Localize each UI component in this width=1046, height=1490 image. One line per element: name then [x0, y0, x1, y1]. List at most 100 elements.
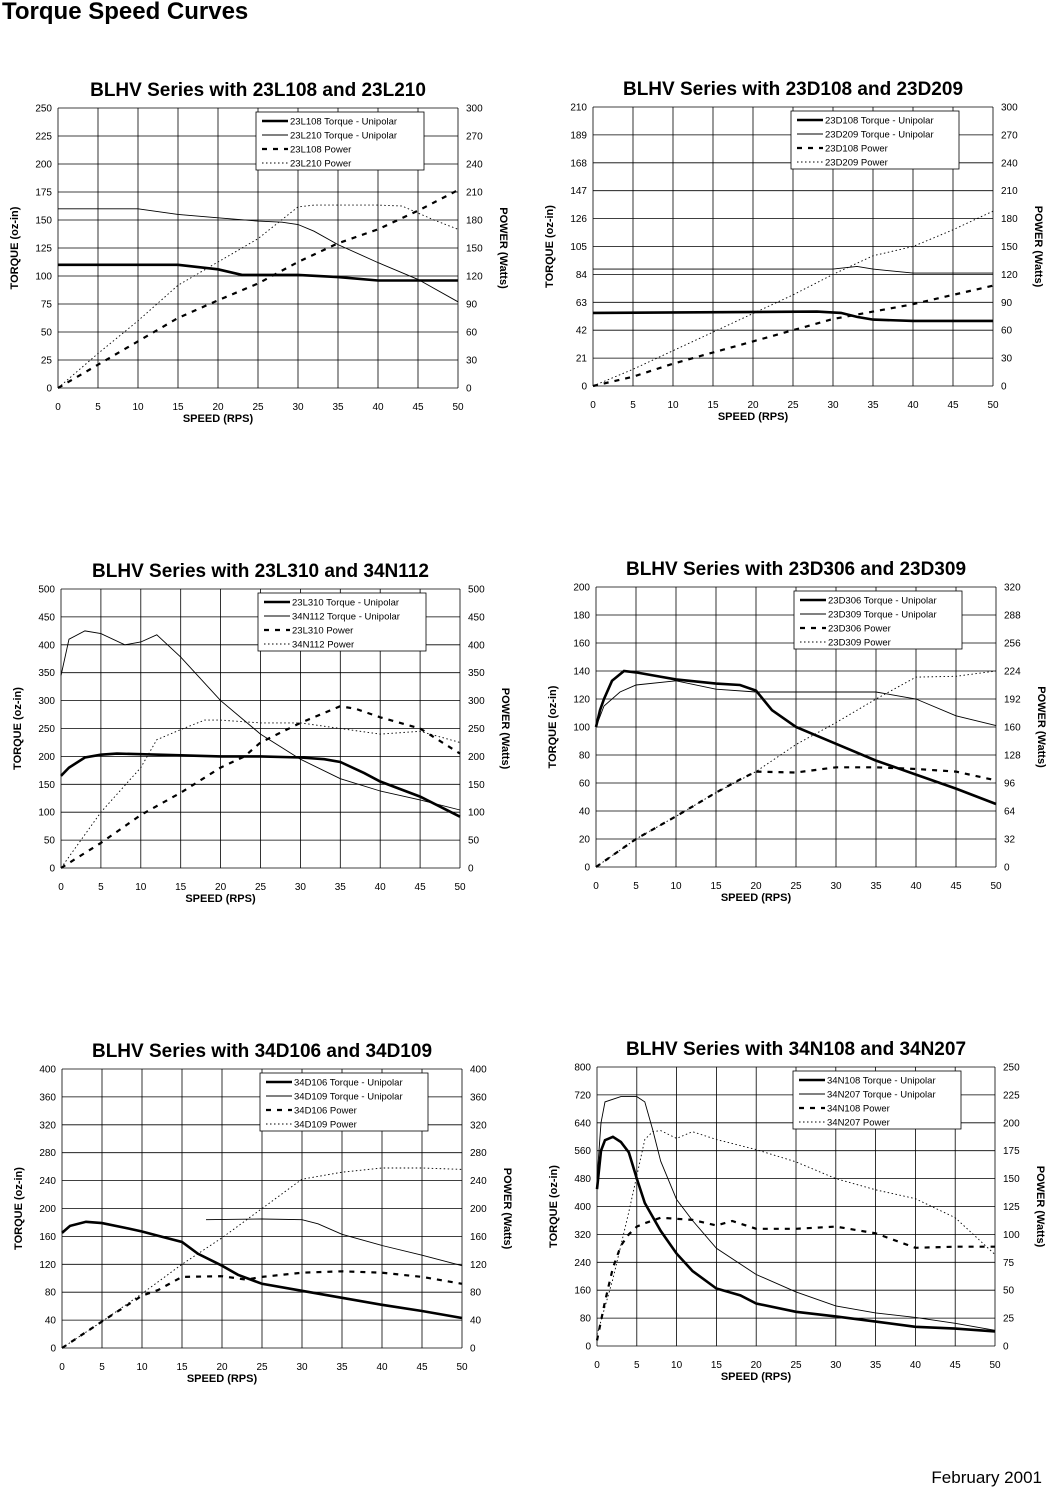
x-tick-label: 5: [630, 400, 636, 411]
y-tick-label: 400: [39, 1065, 56, 1076]
y-tick-label: 50: [41, 328, 53, 339]
y2-tick-label: 400: [470, 1065, 487, 1076]
legend-entry: 34N112 Torque - Unipolar: [292, 612, 400, 623]
x-tick-label: 20: [212, 402, 224, 413]
x-tick-label: 45: [416, 1362, 428, 1373]
y-tick-label: 250: [35, 104, 52, 115]
y-tick-label: 100: [38, 808, 55, 819]
legend-entry: 34N207 Torque - Unipolar: [827, 1090, 936, 1101]
y2-tick-label: 200: [470, 1204, 487, 1215]
x-tick-label: 50: [990, 881, 1002, 892]
y-tick-label: 280: [39, 1148, 56, 1159]
legend: 23D306 Torque - Unipolar 23D309 Torque - …: [793, 590, 963, 650]
y2-tick-label: 50: [468, 836, 480, 847]
y-tick-label: 160: [39, 1232, 56, 1243]
y-axis-label: TORQUE (oz-in): [547, 685, 559, 768]
legend-entry: 23L310 Torque - Unipolar: [292, 598, 399, 609]
x-tick-label: 5: [633, 881, 639, 892]
y-tick-label: 20: [579, 835, 591, 846]
y2-tick-label: 75: [1003, 1258, 1015, 1269]
y2-tick-label: 150: [468, 780, 485, 791]
x-tick-label: 0: [55, 402, 61, 413]
x-tick-label: 40: [376, 1362, 388, 1373]
legend-entry: 34D109 Power: [294, 1120, 357, 1131]
y-tick-label: 84: [576, 270, 588, 281]
x-tick-label: 40: [372, 402, 384, 413]
x-axis-label: SPEED (RPS): [721, 1371, 792, 1383]
x-tick-label: 40: [907, 400, 919, 411]
y-axis-label: TORQUE (oz-in): [13, 1167, 25, 1250]
y-tick-label: 250: [38, 724, 55, 735]
page-title: Torque Speed Curves: [2, 0, 249, 25]
x-tick-label: 5: [634, 1360, 640, 1371]
y-axis-label: TORQUE (oz-in): [9, 206, 21, 289]
x-tick-label: 40: [375, 882, 387, 893]
series-line-1: [60, 752, 461, 818]
y2-tick-label: 160: [1004, 723, 1021, 734]
y-tick-label: 80: [45, 1288, 57, 1299]
y2-axis-label: POWER (Watts): [499, 688, 511, 770]
y2-tick-label: 240: [470, 1176, 487, 1187]
y-tick-label: 150: [35, 216, 52, 227]
x-tick-label: 20: [747, 400, 759, 411]
y-tick-label: 125: [35, 244, 52, 255]
series-line-1: [58, 263, 458, 282]
y2-tick-label: 0: [466, 384, 472, 395]
x-tick-label: 45: [950, 1360, 962, 1371]
x-tick-label: 5: [98, 882, 104, 893]
x-tick-label: 35: [870, 1360, 882, 1371]
y-tick-label: 160: [573, 639, 590, 650]
x-tick-label: 25: [787, 400, 799, 411]
y2-tick-label: 120: [1001, 270, 1018, 281]
legend-entry: 34N112 Power: [292, 640, 354, 651]
y2-tick-label: 350: [468, 668, 485, 679]
y-tick-label: 800: [574, 1063, 591, 1074]
legend-entry: 23D309 Torque - Unipolar: [828, 610, 937, 621]
y-tick-label: 105: [570, 242, 587, 253]
legend-entry: 34N108 Torque - Unipolar: [827, 1076, 936, 1087]
legend-entry: 23D108 Power: [825, 144, 888, 155]
y-tick-label: 200: [35, 160, 52, 171]
series-line-3: [57, 189, 459, 389]
x-tick-label: 45: [947, 400, 959, 411]
x-tick-label: 10: [132, 402, 144, 413]
y2-axis-label: POWER (Watts): [501, 1168, 513, 1250]
x-tick-label: 50: [987, 400, 999, 411]
chart-title: BLHV Series with 23D108 and 23D209: [623, 79, 963, 100]
y2-tick-label: 125: [1003, 1202, 1020, 1213]
x-tick-label: 35: [332, 402, 344, 413]
legend-entry: 34D106 Power: [294, 1106, 357, 1117]
x-tick-label: 20: [216, 1362, 228, 1373]
y-tick-label: 189: [570, 130, 587, 141]
y-tick-label: 500: [38, 585, 55, 596]
x-tick-label: 20: [751, 1360, 763, 1371]
y-tick-label: 168: [570, 158, 587, 169]
y2-tick-label: 256: [1004, 639, 1021, 650]
x-tick-label: 50: [456, 1362, 468, 1373]
y2-tick-label: 288: [1004, 611, 1021, 622]
y2-tick-label: 210: [1001, 186, 1018, 197]
y-tick-label: 40: [45, 1316, 57, 1327]
series-line-4: [61, 1167, 463, 1349]
series-line-3: [595, 1216, 995, 1341]
legend-entry: 23D306 Power: [828, 624, 891, 635]
y-tick-label: 42: [576, 326, 588, 337]
x-tick-label: 45: [412, 402, 424, 413]
chart-title: BLHV Series with 23L108 and 23L210: [90, 80, 426, 101]
y2-tick-label: 300: [466, 104, 483, 115]
y2-tick-label: 80: [470, 1288, 482, 1299]
series-line-1: [592, 310, 993, 323]
series-line-4: [596, 1130, 996, 1335]
y-tick-label: 60: [579, 779, 591, 790]
y-tick-label: 150: [38, 780, 55, 791]
x-tick-label: 40: [910, 1360, 922, 1371]
x-tick-label: 10: [135, 882, 147, 893]
y2-tick-label: 225: [1003, 1090, 1020, 1101]
y-tick-label: 140: [573, 667, 590, 678]
y-tick-label: 320: [574, 1230, 591, 1241]
legend-entry: 23L108 Torque - Unipolar: [290, 117, 397, 128]
y2-axis-label: POWER (Watts): [1034, 1166, 1046, 1248]
x-tick-label: 30: [296, 1362, 308, 1373]
y-axis-label: TORQUE (oz-in): [12, 687, 24, 770]
y-tick-label: 200: [573, 583, 590, 594]
